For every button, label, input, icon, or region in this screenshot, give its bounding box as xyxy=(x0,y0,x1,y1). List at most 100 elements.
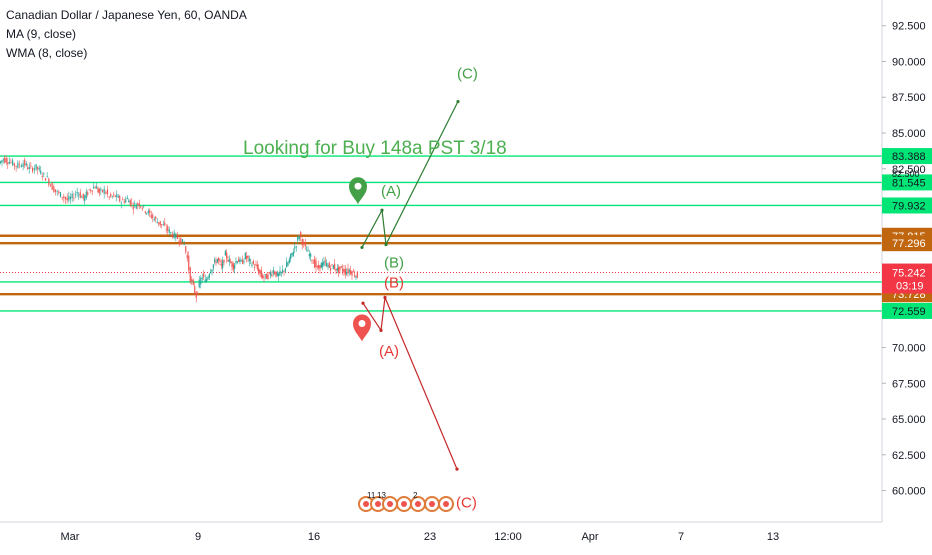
candle-body xyxy=(8,162,10,164)
level-label: 79.932 xyxy=(892,200,926,212)
candle-body xyxy=(223,259,225,263)
bear-wave-label: (A) xyxy=(379,343,399,360)
candle-body xyxy=(12,160,14,166)
candle-body xyxy=(200,278,202,285)
candle-body xyxy=(27,167,29,170)
candle-body xyxy=(108,196,110,198)
time-tick-label: 23 xyxy=(424,531,436,543)
candle-body xyxy=(123,201,125,203)
candle-body xyxy=(158,222,160,225)
candle-body xyxy=(186,255,188,259)
candle-body xyxy=(81,196,83,198)
bear-wave-label: (C) xyxy=(456,495,477,512)
candle-body xyxy=(189,267,191,283)
candle-body xyxy=(346,272,348,275)
legend-symbol[interactable]: Canadian Dollar / Japanese Yen, 60, OAND… xyxy=(6,8,247,22)
bull-wave-label: (B) xyxy=(384,254,404,271)
candle-body xyxy=(311,260,313,262)
candle-body xyxy=(194,286,196,294)
candle-body xyxy=(19,164,21,166)
candle-body xyxy=(326,262,328,267)
candle-body xyxy=(181,239,184,243)
candle-body xyxy=(264,274,266,276)
bull-projection: (A) (B) (C) xyxy=(360,66,478,271)
candle-body xyxy=(192,279,194,285)
candle-body xyxy=(219,260,221,262)
bull-projection-point xyxy=(456,99,460,104)
candle-body xyxy=(185,246,187,252)
candle-body xyxy=(168,229,170,233)
candle-body xyxy=(71,193,73,198)
candle-body xyxy=(155,216,157,219)
candle-body xyxy=(297,236,299,241)
event-badge-dot xyxy=(387,501,393,507)
level-label-bg xyxy=(882,302,932,319)
candle-body xyxy=(126,197,128,199)
candle-body xyxy=(283,271,285,272)
candle-body xyxy=(56,191,58,193)
candle-body xyxy=(79,192,81,198)
current-price-label: 75.242 xyxy=(892,268,926,280)
candle-body xyxy=(156,222,158,224)
level-label: 72.559 xyxy=(892,306,926,318)
candle-body xyxy=(44,178,47,181)
event-badge-dot xyxy=(429,501,435,507)
candle-body xyxy=(316,266,318,268)
legend-wma[interactable]: WMA (8, close) xyxy=(6,46,88,60)
candle-body xyxy=(76,192,78,194)
candle-body xyxy=(226,252,228,259)
candle-body xyxy=(314,258,316,268)
candle-body xyxy=(239,258,241,263)
candle-body xyxy=(304,242,306,247)
candle-body xyxy=(288,259,290,263)
event-badge-count: 11 xyxy=(367,491,376,500)
candle-body xyxy=(295,246,297,248)
candle-body xyxy=(344,269,346,275)
bear-marker-icon-shape xyxy=(353,314,371,342)
candle-body xyxy=(206,278,208,282)
candle-body xyxy=(40,170,42,174)
bull-projection-point xyxy=(380,208,384,212)
legend-ma[interactable]: MA (9, close) xyxy=(6,27,77,41)
countdown-label: 03:19 xyxy=(896,281,924,293)
bear-wave-label: (B) xyxy=(384,274,404,291)
candle-body xyxy=(103,188,105,194)
candle-body xyxy=(272,269,274,274)
candle-body xyxy=(100,188,102,191)
candle-body xyxy=(215,261,217,264)
candle-body xyxy=(69,196,72,200)
candle-body xyxy=(276,272,278,276)
candle-body xyxy=(132,206,134,210)
candle-body xyxy=(227,259,229,262)
level-label: 77.296 xyxy=(892,238,926,250)
candle-body xyxy=(274,272,276,275)
candle-body xyxy=(282,269,284,272)
time-axis: Mar 9 16 23 12:00 Apr 7 13 xyxy=(0,521,882,543)
candle-body xyxy=(191,278,193,282)
candle-body xyxy=(38,168,40,170)
candle-body xyxy=(234,264,236,269)
candle-body xyxy=(140,206,142,208)
candle-body xyxy=(330,268,332,271)
candle-body xyxy=(176,235,179,239)
candle-body xyxy=(256,264,258,269)
candle-body xyxy=(167,226,169,231)
candle-body xyxy=(246,255,248,259)
candle-body xyxy=(318,265,320,268)
candle-body xyxy=(270,272,272,277)
candle-body xyxy=(111,196,113,197)
price-tick-label: 90.000 xyxy=(892,56,926,68)
candle-body xyxy=(243,261,245,262)
candle-body xyxy=(97,188,99,193)
candle-body xyxy=(247,255,249,259)
price-tick-label: 67.500 xyxy=(892,378,926,390)
candle-body xyxy=(315,260,317,268)
candle-body xyxy=(300,231,302,238)
price-tick-label: 87.500 xyxy=(892,92,926,104)
candle-body xyxy=(248,258,250,262)
candle-body xyxy=(250,259,252,261)
candle-body xyxy=(244,252,246,259)
